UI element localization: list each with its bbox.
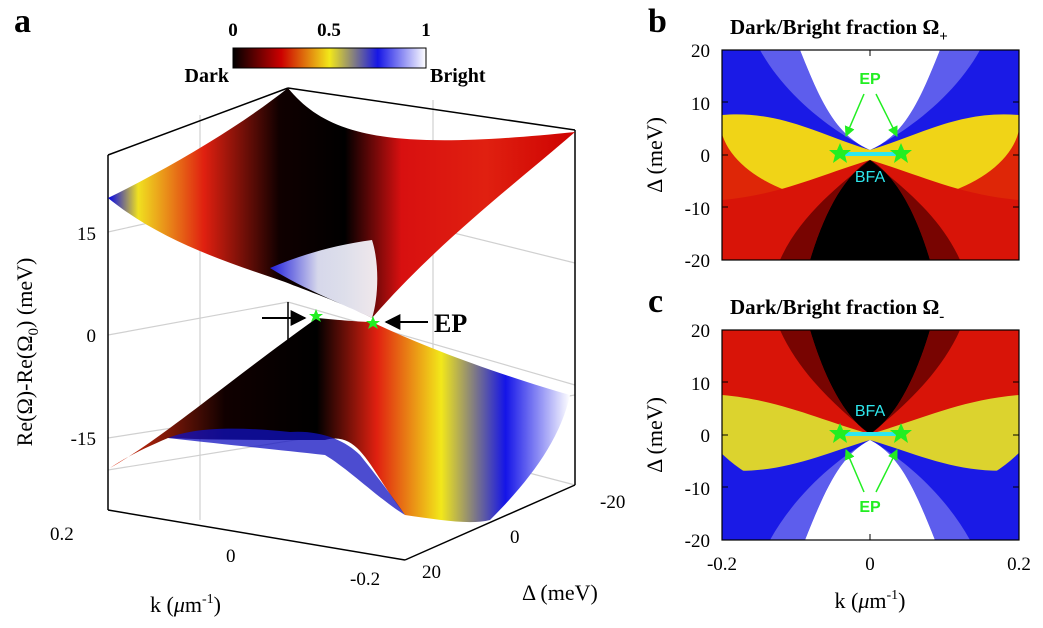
delta-tick-neg20: -20 [600,492,625,513]
ep-label-c: EP [859,499,881,516]
box-edges-3d [107,87,576,561]
ep-marker-b-right [890,143,912,163]
z-tick-0: 0 [87,326,97,347]
c-ytick-neg10: -10 [685,479,710,500]
bfa-label-b: BFA [855,169,886,186]
colorbar-low-label: Dark [185,65,230,87]
ep-arrow-c-right [875,449,898,493]
c-ytick-neg20: -20 [685,531,710,552]
ep-marker-b-left [829,143,851,163]
panel-c: c Dark/Bright fraction Ω- EP BFA 20 10 0… [642,283,1031,613]
ep-marker-left [309,309,323,322]
c-ytick-10: 10 [691,374,710,395]
ep-arrow-b-left [844,93,865,137]
c-xtick-neg0.2: -0.2 [707,554,737,575]
ep-marker-right [366,316,380,329]
k-axis-label: k (μm-1) [150,592,221,617]
colorbar-tick-1: 0.5 [317,20,341,41]
b-ytick-neg10: -10 [685,199,710,220]
delta-tick-0: 0 [510,527,520,548]
panel-c-title: Dark/Bright fraction Ω- [730,295,944,325]
upper-surface-inner [270,240,378,318]
delta-axis-label: Δ (meV) [522,580,598,605]
z-tick-neg15: -15 [71,429,96,450]
k-tick-0: 0 [226,546,236,567]
panel-b: b Dark/Bright fraction Ω+ EP BFA 20 10 0… [642,3,1020,272]
ep-marker-c-right [890,423,912,443]
z-axis-label: Re(Ω)-Re(Ω0) (meV) [12,258,42,447]
delta-tick-20: 20 [422,562,441,583]
ep-marker-c-left [829,423,851,443]
colorbar: 0 0.5 1 Dark Bright [185,20,486,87]
c-ylabel: Δ (meV) [642,397,667,473]
panel-a: a 0 0.5 1 Dark Bright [12,3,625,617]
lower-surface-front [168,428,405,515]
panel-b-label: b [648,3,667,40]
ep-label-b: EP [859,71,881,88]
panel-b-title: Dark/Bright fraction Ω+ [730,15,948,45]
b-ytick-0: 0 [701,146,711,167]
b-ytick-20: 20 [691,41,710,62]
heatmap-tick-marks [722,50,1019,540]
bfa-label-c: BFA [855,403,886,420]
colorbar-gradient [232,47,427,69]
panel-a-label: a [14,3,31,40]
b-ylabel: Δ (meV) [642,117,667,193]
heatmap-b [722,50,1019,260]
colorbar-tick-2: 1 [421,20,431,41]
lower-surface [110,318,570,523]
ep-arrow-b-right [875,93,898,137]
b-ytick-neg20: -20 [685,251,710,272]
c-xtick-0.2: 0.2 [1007,554,1031,575]
c-xlabel: k (μm-1) [835,588,906,613]
panel-c-label: c [648,283,663,320]
k-tick-neg0.2: -0.2 [350,569,380,590]
ep-label-3d: EP [434,309,467,338]
b-ytick-10: 10 [691,94,710,115]
c-ytick-20: 20 [691,321,710,342]
k-tick-0.2: 0.2 [50,524,74,545]
upper-surface [108,88,575,318]
ep-markers-3d: EP [262,309,467,338]
z-tick-15: 15 [77,224,96,245]
ep-arrow-c-left [844,449,865,493]
colorbar-high-label: Bright [430,65,486,87]
colorbar-tick-0: 0 [228,20,238,41]
c-ytick-0: 0 [701,426,711,447]
c-xtick-0: 0 [865,554,875,575]
